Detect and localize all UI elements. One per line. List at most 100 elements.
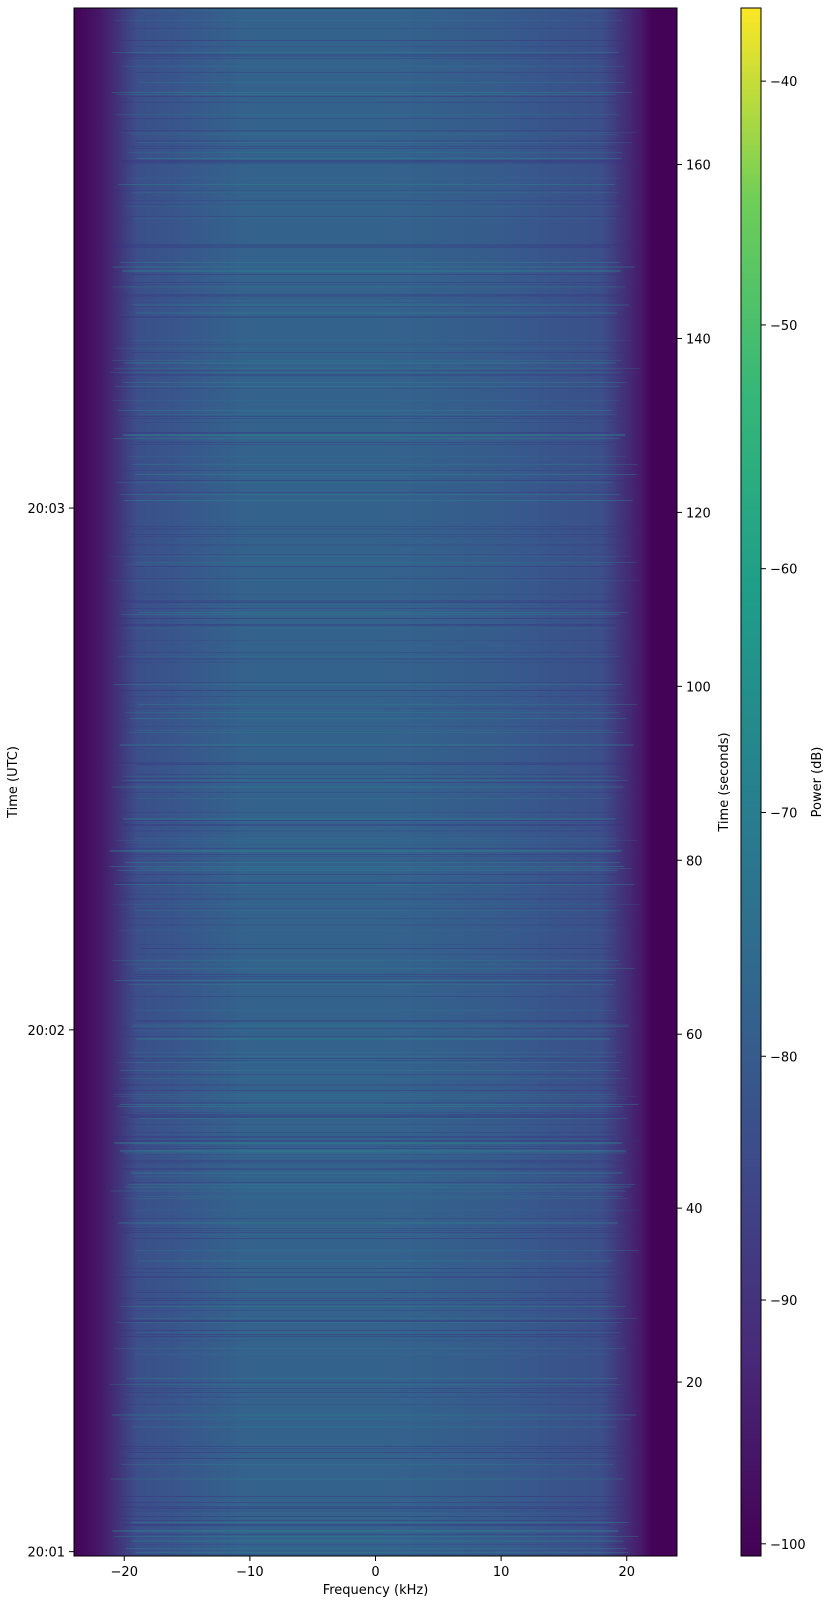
- spectrogram-streak: [123, 1152, 626, 1154]
- spectrogram-streak: [109, 372, 622, 373]
- spectrogram-streaks: [109, 10, 640, 1555]
- spectrogram-streak: [132, 1148, 615, 1149]
- spectrogram-streak: [124, 874, 619, 875]
- spectrogram-streak: [130, 274, 638, 275]
- spectrogram-streak: [111, 1414, 637, 1416]
- spectrogram-streak: [127, 1452, 635, 1453]
- spectrogram-streak: [122, 628, 618, 629]
- spectrogram-streak: [109, 1230, 622, 1231]
- spectrogram-streak: [136, 1020, 634, 1022]
- spectrogram-streak: [135, 910, 620, 911]
- spectrogram-streak: [119, 1162, 639, 1164]
- spectrogram-streak: [137, 798, 613, 799]
- spectrogram-streak: [117, 410, 613, 411]
- right-y-tick-label: 100: [686, 680, 711, 695]
- spectrogram-streak: [121, 298, 627, 299]
- spectrogram-streak: [113, 1536, 639, 1537]
- spectrogram-streak: [130, 1182, 632, 1183]
- spectrogram-streak: [137, 422, 618, 423]
- spectrogram-streak: [135, 312, 617, 314]
- spectrogram-streak: [132, 746, 623, 747]
- spectrogram-streak: [109, 1090, 612, 1091]
- spectrogram-streak: [138, 142, 632, 143]
- spectrogram-streak: [128, 602, 615, 603]
- spectrogram-streak: [118, 544, 622, 546]
- spectrogram-streak: [112, 246, 611, 248]
- spectrogram-streak: [138, 1118, 627, 1119]
- spectrogram-streak: [137, 1154, 630, 1155]
- spectrogram-streak: [111, 52, 619, 53]
- spectrogram-streak: [130, 146, 624, 147]
- spectrogram-streak: [127, 1184, 636, 1185]
- spectrogram-streak: [135, 140, 629, 142]
- right-y-tick-label: 120: [686, 506, 711, 521]
- spectrogram-streak: [115, 1336, 613, 1337]
- colorbar: −100 −90 −80 −70 −60 −50 −40 Power (dB): [740, 7, 825, 1557]
- spectrogram-streak: [135, 1292, 614, 1293]
- spectrogram-streak: [110, 1190, 627, 1192]
- spectrogram-streak: [133, 1132, 621, 1133]
- spectrogram-streak: [109, 1160, 613, 1162]
- spectrogram-streak: [120, 1448, 617, 1449]
- spectrogram-streak: [123, 434, 626, 436]
- spectrogram-streak: [113, 1114, 632, 1116]
- spectrogram-streak: [125, 862, 620, 863]
- right-y-tick-label: 140: [686, 332, 711, 347]
- spectrogram-streak: [128, 696, 639, 697]
- spectrogram-streak: [109, 580, 640, 581]
- spectrogram-streak: [111, 492, 638, 493]
- spectrogram-streak: [116, 482, 613, 483]
- spectrogram-streak: [136, 72, 622, 73]
- spectrogram-streak: [114, 1142, 622, 1144]
- spectrogram-streak: [111, 848, 636, 849]
- spectrogram-streak: [136, 562, 637, 563]
- spectrogram-streak: [129, 1052, 623, 1053]
- spectrogram-streak: [117, 682, 622, 683]
- spectrogram-streak: [123, 1232, 631, 1233]
- spectrogram-streak: [123, 918, 629, 919]
- spectrogram-streak: [134, 474, 637, 475]
- left-y-tick-label: 20:02: [28, 1024, 65, 1039]
- spectrogram-streak: [115, 114, 620, 115]
- spectrogram-streak: [115, 1496, 624, 1497]
- spectrogram-streak: [127, 1392, 637, 1393]
- spectrogram-streak: [130, 96, 615, 97]
- spectrogram-streak: [113, 1084, 628, 1086]
- spectrogram-streak: [132, 1188, 623, 1189]
- spectrogram-streak: [120, 132, 637, 133]
- spectrogram-streak: [122, 270, 621, 272]
- x-tick-label: −20: [111, 1565, 138, 1580]
- spectrogram-streak: [121, 54, 627, 56]
- spectrogram-streak: [116, 118, 630, 119]
- spectrogram-streak: [113, 368, 640, 369]
- spectrogram-streak: [122, 776, 621, 777]
- spectrogram-streak: [112, 578, 640, 579]
- spectrogram-streak: [120, 614, 620, 615]
- colorbar-tick-label: −80: [770, 1050, 797, 1065]
- spectrogram-streak: [136, 1290, 616, 1291]
- spectrogram-streak: [120, 1150, 627, 1152]
- spectrogram-streak: [123, 370, 623, 371]
- spectrogram-streak: [139, 414, 617, 415]
- spectrogram-streak: [116, 296, 617, 297]
- spectrogram-streak: [109, 556, 630, 557]
- spectrogram-streak: [119, 1320, 635, 1322]
- spectrogram-streak: [114, 20, 623, 21]
- spectrogram-streak: [118, 1506, 627, 1508]
- spectrogram-streak: [120, 1306, 626, 1307]
- spectrogram-streak: [121, 854, 612, 855]
- spectrogram-streak: [131, 1172, 623, 1174]
- x-axis: −20 −10 0 10 20: [111, 1556, 635, 1580]
- spectrogram-streak: [130, 444, 611, 445]
- spectrogram-streak: [111, 1388, 624, 1389]
- spectrogram-streak: [117, 1146, 638, 1147]
- colorbar-tick-label: −50: [770, 319, 797, 334]
- spectrogram-streak: [124, 860, 626, 861]
- spectrogram-streak: [136, 1038, 610, 1040]
- spectrogram-streak: [129, 1102, 637, 1104]
- spectrogram-streak: [114, 640, 639, 641]
- spectrogram-streak: [126, 1378, 619, 1379]
- spectrogram-streak: [137, 1196, 623, 1197]
- spectrogram-streak: [126, 216, 623, 217]
- spectrogram-streak: [135, 1552, 629, 1553]
